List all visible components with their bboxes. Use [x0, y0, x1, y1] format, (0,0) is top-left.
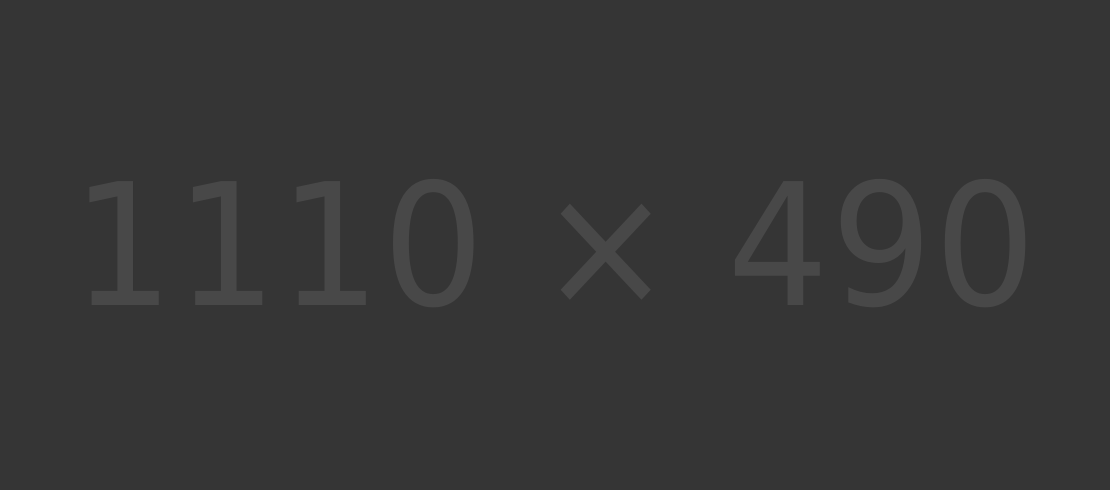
placeholder-dimensions-label: 1110 × 490 [72, 148, 1038, 346]
